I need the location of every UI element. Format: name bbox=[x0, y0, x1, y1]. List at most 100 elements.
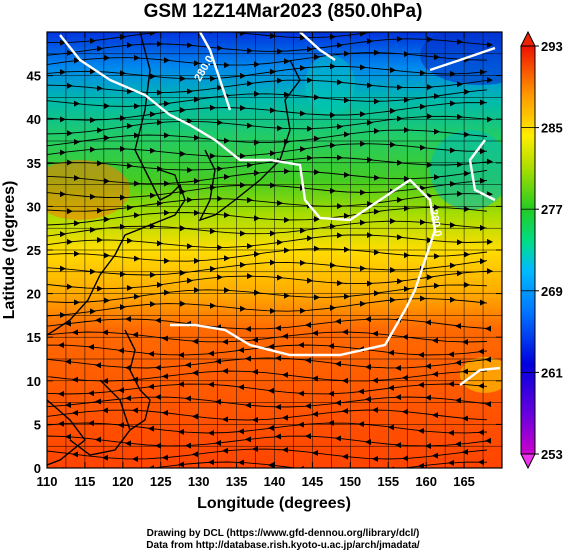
wind-arrow bbox=[270, 259, 276, 266]
wind-arrow bbox=[127, 123, 133, 130]
wind-arrow bbox=[464, 251, 470, 258]
wind-arrow bbox=[330, 63, 336, 70]
wind-arrow bbox=[150, 147, 156, 154]
wind-arrow bbox=[254, 215, 260, 222]
wind-arrow bbox=[344, 97, 350, 104]
streamline bbox=[47, 179, 488, 198]
wind-arrow bbox=[155, 317, 161, 324]
wind-arrow bbox=[487, 268, 493, 275]
wind-arrow bbox=[390, 141, 396, 148]
wind-arrow bbox=[485, 401, 491, 408]
wind-arrow bbox=[337, 203, 343, 210]
wind-arrow bbox=[397, 159, 403, 166]
wind-arrow bbox=[187, 118, 193, 125]
colorbar-tick-label: 293 bbox=[541, 39, 563, 54]
wind-arrow bbox=[358, 421, 364, 428]
wind-arrow bbox=[427, 36, 433, 43]
x-tick-label: 120 bbox=[112, 474, 134, 489]
wind-arrow bbox=[134, 293, 140, 300]
graticule bbox=[47, 32, 502, 468]
wind-arrow bbox=[328, 420, 334, 427]
wind-arrow bbox=[282, 414, 288, 421]
wind-arrow bbox=[157, 281, 163, 288]
wind-arrow bbox=[222, 447, 228, 454]
streamline bbox=[47, 270, 488, 290]
wind-arrow bbox=[72, 376, 78, 383]
wind-arrow bbox=[104, 297, 110, 304]
wind-arrow bbox=[388, 349, 394, 356]
wind-arrow bbox=[268, 343, 274, 350]
wind-arrow bbox=[194, 287, 200, 294]
wind-arrow bbox=[192, 451, 198, 458]
wind-arrow bbox=[180, 300, 186, 307]
wind-arrow bbox=[425, 363, 431, 370]
wind-arrow bbox=[252, 336, 258, 343]
wind-arrow bbox=[104, 216, 110, 223]
wind-arrow bbox=[252, 416, 258, 423]
wind-arrow bbox=[450, 180, 456, 187]
wind-arrow bbox=[337, 123, 343, 130]
wind-arrow bbox=[374, 127, 380, 134]
wind-arrow bbox=[150, 301, 156, 308]
wind-arrow bbox=[360, 300, 366, 307]
wind-arrow bbox=[74, 220, 80, 227]
wind-arrow bbox=[162, 454, 168, 461]
wind-arrow bbox=[270, 307, 276, 314]
wind-arrow bbox=[397, 84, 403, 91]
wind-arrow bbox=[480, 69, 486, 76]
wind-arrow bbox=[97, 236, 103, 243]
wind-arrow bbox=[150, 192, 156, 199]
wind-arrow bbox=[132, 331, 138, 338]
wind-arrow bbox=[314, 94, 320, 101]
wind-arrow bbox=[307, 125, 313, 132]
wind-arrow bbox=[102, 377, 108, 384]
wind-arrow bbox=[450, 222, 456, 229]
wind-arrow bbox=[194, 60, 200, 67]
wind-arrow bbox=[247, 80, 253, 87]
wind-arrow bbox=[457, 190, 463, 197]
wind-arrow bbox=[404, 285, 410, 292]
wind-arrow bbox=[185, 442, 191, 449]
wind-arrow bbox=[404, 127, 410, 134]
wind-arrow bbox=[127, 285, 133, 292]
wind-arrow bbox=[307, 154, 313, 161]
wind-arrow bbox=[314, 169, 320, 176]
wind-arrow bbox=[210, 104, 216, 111]
wind-arrow bbox=[134, 132, 140, 139]
wind-arrow bbox=[155, 394, 161, 401]
wind-arrow bbox=[374, 249, 380, 256]
wind-arrow bbox=[157, 240, 163, 247]
wind-arrow bbox=[487, 158, 493, 165]
wind-arrow bbox=[284, 91, 290, 98]
wind-arrow bbox=[72, 409, 78, 416]
wind-arrow bbox=[210, 228, 216, 235]
wind-arrow bbox=[180, 225, 186, 232]
map-title: GSM 12Z14Mar2023 (850.0hPa) bbox=[143, 1, 423, 22]
wind-arrow bbox=[120, 145, 126, 152]
wind-arrow bbox=[464, 131, 470, 138]
wind-arrow bbox=[187, 277, 193, 284]
wind-arrow bbox=[457, 38, 463, 45]
y-axis-label: Latitude (degrees) bbox=[1, 181, 18, 320]
wind-arrow bbox=[192, 338, 198, 345]
wind-arrow bbox=[102, 407, 108, 414]
wind-arrow bbox=[270, 230, 276, 237]
streamline bbox=[47, 157, 488, 171]
wind-arrow bbox=[284, 216, 290, 223]
wind-arrow bbox=[432, 452, 438, 459]
streamline bbox=[47, 79, 488, 94]
wind-arrow bbox=[298, 421, 304, 428]
wind-arrow bbox=[120, 223, 126, 230]
wind-arrow bbox=[420, 23, 426, 29]
wind-arrow bbox=[365, 438, 371, 445]
wind-arrow bbox=[65, 320, 71, 327]
wind-arrow bbox=[252, 368, 258, 375]
wind-arrow bbox=[487, 116, 493, 123]
streamline bbox=[47, 422, 488, 434]
wind-arrow bbox=[224, 173, 230, 180]
wind-arrow bbox=[217, 195, 223, 202]
wind-arrow bbox=[298, 390, 304, 397]
wind-arrow bbox=[104, 178, 110, 185]
wind-arrow bbox=[194, 177, 200, 184]
streamline bbox=[47, 435, 488, 447]
